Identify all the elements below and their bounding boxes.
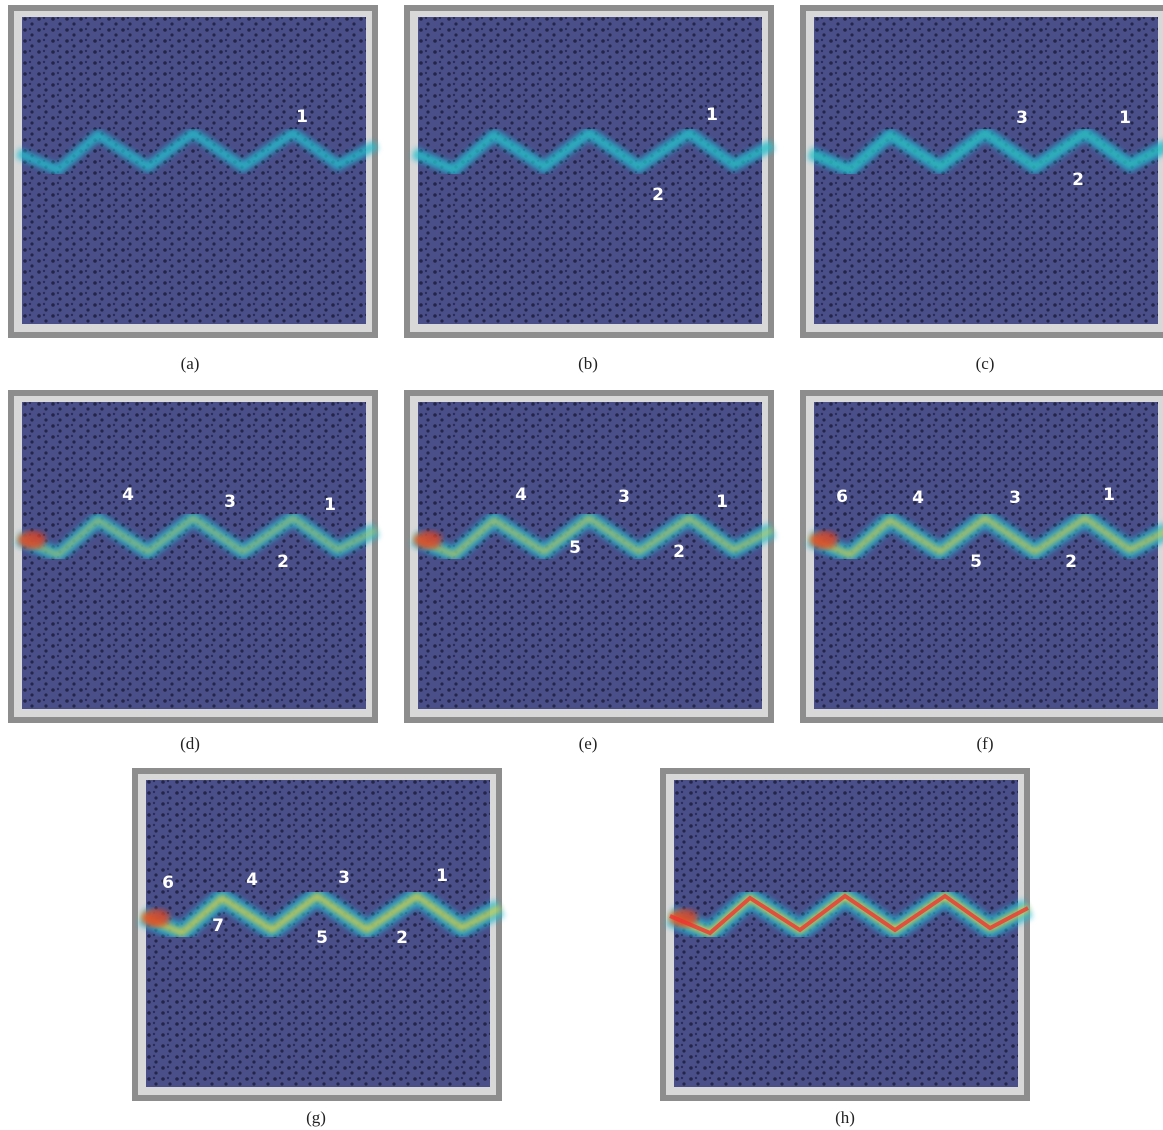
crack-label: 4	[912, 488, 924, 508]
crack-label: 6	[162, 873, 174, 893]
speckle	[418, 402, 762, 709]
page: 1(a)12(b)312(c)4312(d)43152(e)643152(f)6…	[0, 0, 1163, 1130]
panel-caption: (g)	[306, 1108, 326, 1127]
strain-peak	[414, 531, 442, 549]
crack-label: 3	[1009, 488, 1021, 508]
crack-label: 4	[246, 870, 258, 890]
crack-label: 1	[1103, 485, 1115, 505]
crack-label: 1	[1119, 108, 1131, 128]
panel: 12	[404, 5, 774, 338]
crack-label: 1	[296, 107, 308, 127]
speckle	[22, 17, 366, 324]
figure: 1(a)12(b)312(c)4312(d)43152(e)643152(f)6…	[0, 0, 1163, 1130]
crack-label: 3	[1016, 108, 1028, 128]
panel: 4 3 1 5 2	[404, 390, 774, 723]
crack-label: 2	[673, 542, 685, 562]
crack-label: 4	[515, 485, 527, 505]
panel-caption: (c)	[976, 354, 995, 373]
speckle	[418, 17, 762, 324]
crack-label: 2	[652, 185, 664, 205]
crack-label: 5	[569, 538, 581, 558]
speckle	[674, 780, 1018, 1087]
strain-peak	[810, 531, 838, 549]
panel: 3 1 2	[800, 5, 1163, 338]
panel	[660, 768, 1030, 1101]
crack-label: 5	[316, 928, 328, 948]
crack-label: 5	[970, 552, 982, 572]
panel-caption: (f)	[977, 734, 994, 753]
panel-caption: (b)	[578, 354, 598, 373]
crack-label: 2	[1065, 552, 1077, 572]
strain-peak	[18, 531, 46, 549]
speckle	[814, 402, 1158, 709]
crack-label: 3	[618, 487, 630, 507]
panel-caption: (e)	[579, 734, 598, 753]
crack-label: 2	[277, 552, 289, 572]
strain-peak	[142, 909, 170, 927]
crack-label: 3	[224, 492, 236, 512]
crack-label: 2	[1072, 170, 1084, 190]
speckle	[22, 402, 366, 709]
panel: 6 4 3 1 7 5 2	[132, 768, 502, 1101]
panel: 6 4 3 1 5 2	[800, 390, 1163, 723]
panel-caption: (d)	[180, 734, 200, 753]
crack-label: 2	[396, 928, 408, 948]
crack-label: 1	[716, 492, 728, 512]
crack-label: 7	[212, 916, 224, 936]
crack-label: 3	[338, 868, 350, 888]
speckle	[814, 17, 1158, 324]
crack-label: 4	[122, 485, 134, 505]
panel: 1	[8, 5, 378, 338]
panel-caption: (a)	[181, 354, 200, 373]
crack-label: 6	[836, 487, 848, 507]
crack-label: 1	[436, 866, 448, 886]
crack-label: 1	[324, 495, 336, 515]
panel-caption: (h)	[835, 1108, 855, 1127]
crack-label: 1	[706, 105, 718, 125]
panel: 4 3 1 2	[8, 390, 378, 723]
